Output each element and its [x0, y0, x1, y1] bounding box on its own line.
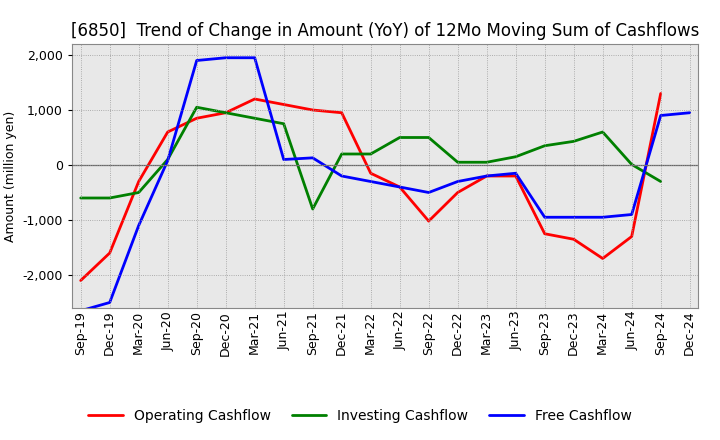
Investing Cashflow [395, 135, 404, 140]
Investing Cashflow [76, 195, 85, 201]
Free Cashflow [424, 190, 433, 195]
Free Cashflow [570, 215, 578, 220]
Free Cashflow [598, 215, 607, 220]
Operating Cashflow [511, 173, 520, 179]
Investing Cashflow [221, 110, 230, 115]
Legend: Operating Cashflow, Investing Cashflow, Free Cashflow: Operating Cashflow, Investing Cashflow, … [82, 403, 638, 429]
Operating Cashflow [482, 173, 491, 179]
Investing Cashflow [308, 206, 317, 212]
Y-axis label: Amount (million yen): Amount (million yen) [4, 110, 17, 242]
Free Cashflow [308, 155, 317, 161]
Operating Cashflow [76, 278, 85, 283]
Investing Cashflow [163, 157, 172, 162]
Line: Operating Cashflow: Operating Cashflow [81, 93, 661, 281]
Operating Cashflow [163, 129, 172, 135]
Operating Cashflow [135, 179, 143, 184]
Investing Cashflow [511, 154, 520, 159]
Free Cashflow [105, 300, 114, 305]
Investing Cashflow [279, 121, 288, 126]
Operating Cashflow [598, 256, 607, 261]
Free Cashflow [76, 308, 85, 313]
Free Cashflow [482, 173, 491, 179]
Free Cashflow [627, 212, 636, 217]
Operating Cashflow [221, 110, 230, 115]
Operating Cashflow [657, 91, 665, 96]
Operating Cashflow [338, 110, 346, 115]
Investing Cashflow [192, 105, 201, 110]
Operating Cashflow [541, 231, 549, 236]
Investing Cashflow [570, 139, 578, 144]
Line: Free Cashflow: Free Cashflow [81, 58, 690, 311]
Investing Cashflow [454, 160, 462, 165]
Free Cashflow [338, 173, 346, 179]
Operating Cashflow [192, 116, 201, 121]
Investing Cashflow [366, 151, 375, 157]
Free Cashflow [511, 171, 520, 176]
Title: [6850]  Trend of Change in Amount (YoY) of 12Mo Moving Sum of Cashflows: [6850] Trend of Change in Amount (YoY) o… [71, 22, 699, 40]
Operating Cashflow [570, 237, 578, 242]
Free Cashflow [685, 110, 694, 115]
Investing Cashflow [541, 143, 549, 148]
Free Cashflow [395, 184, 404, 190]
Investing Cashflow [135, 190, 143, 195]
Operating Cashflow [279, 102, 288, 107]
Operating Cashflow [395, 184, 404, 190]
Free Cashflow [454, 179, 462, 184]
Line: Investing Cashflow: Investing Cashflow [81, 107, 661, 209]
Investing Cashflow [105, 195, 114, 201]
Operating Cashflow [308, 107, 317, 113]
Investing Cashflow [598, 129, 607, 135]
Free Cashflow [279, 157, 288, 162]
Investing Cashflow [627, 162, 636, 167]
Operating Cashflow [454, 190, 462, 195]
Investing Cashflow [482, 160, 491, 165]
Free Cashflow [541, 215, 549, 220]
Investing Cashflow [338, 151, 346, 157]
Free Cashflow [221, 55, 230, 60]
Operating Cashflow [627, 234, 636, 239]
Operating Cashflow [424, 218, 433, 224]
Investing Cashflow [251, 116, 259, 121]
Free Cashflow [251, 55, 259, 60]
Free Cashflow [657, 113, 665, 118]
Investing Cashflow [424, 135, 433, 140]
Free Cashflow [135, 223, 143, 228]
Free Cashflow [163, 158, 172, 163]
Free Cashflow [366, 179, 375, 184]
Free Cashflow [192, 58, 201, 63]
Investing Cashflow [657, 179, 665, 184]
Operating Cashflow [105, 250, 114, 256]
Operating Cashflow [251, 96, 259, 102]
Operating Cashflow [366, 171, 375, 176]
